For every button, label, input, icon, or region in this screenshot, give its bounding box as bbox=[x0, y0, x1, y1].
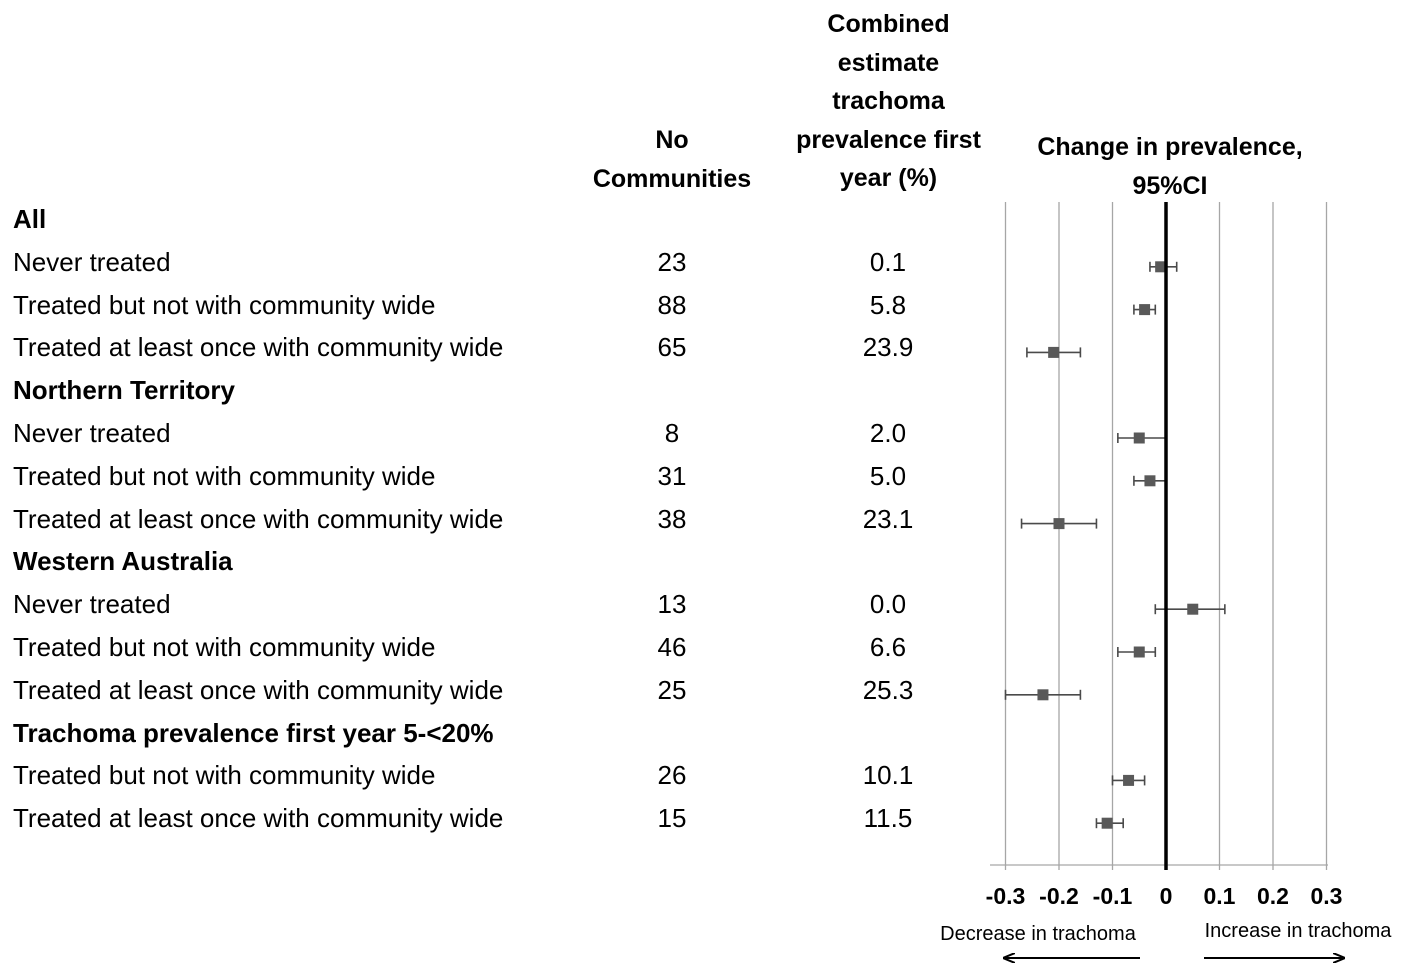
decrease-annotation: Decrease in trachoma bbox=[940, 923, 1137, 945]
communities-count: 25 bbox=[657, 674, 687, 705]
header-change-in-prevalence: Change in prevalence, 95%CI bbox=[1020, 128, 1320, 205]
row-label: Never treated bbox=[13, 246, 171, 277]
group-header: Northern Territory bbox=[13, 375, 235, 406]
point-estimate bbox=[1187, 603, 1199, 615]
communities-count: 31 bbox=[657, 460, 687, 491]
point-estimate bbox=[1155, 261, 1167, 273]
point-estimate bbox=[1139, 304, 1151, 316]
plot-grid bbox=[1004, 202, 1328, 865]
communities-count: 23 bbox=[657, 246, 687, 277]
header-change-line1: Change in prevalence, bbox=[1037, 133, 1303, 161]
point-estimate bbox=[1133, 646, 1145, 658]
point-estimate bbox=[1048, 346, 1060, 358]
prevalence-value: 23.9 bbox=[862, 332, 914, 363]
row-label: Treated at least once with community wid… bbox=[13, 674, 504, 705]
group-header: Trachoma prevalence first year 5-<20% bbox=[13, 717, 494, 748]
row-label: Never treated bbox=[13, 418, 171, 448]
header-no-communities-line2: Communities bbox=[592, 164, 752, 193]
communities-count: 8 bbox=[664, 418, 680, 448]
row-label: Treated at least once with community wid… bbox=[13, 803, 504, 834]
row-label: Never treated bbox=[13, 589, 171, 620]
row-label: Treated but not with community wide bbox=[13, 289, 436, 320]
increase-annotation: Increase in trachoma bbox=[1205, 920, 1393, 942]
tick-label: 0.2 bbox=[1257, 883, 1289, 909]
prevalence-value: 0.0 bbox=[869, 589, 907, 620]
group-header: All bbox=[13, 204, 47, 234]
communities-count: 88 bbox=[657, 289, 687, 320]
tick-label: -0.1 bbox=[1093, 883, 1133, 909]
prevalence-value: 10.1 bbox=[862, 760, 914, 791]
header-combined-line3: trachoma bbox=[832, 87, 945, 115]
prevalence-value: 11.5 bbox=[863, 803, 913, 834]
prevalence-value: 0.1 bbox=[869, 246, 907, 277]
row-label: Treated but not with community wide bbox=[13, 460, 436, 491]
communities-count: 65 bbox=[657, 332, 687, 363]
tick-label: 0.3 bbox=[1311, 883, 1343, 909]
communities-count: 13 bbox=[657, 589, 687, 620]
prevalence-value: 5.8 bbox=[869, 289, 907, 320]
header-combined-line1: Combined bbox=[827, 10, 950, 38]
tick-label: -0.3 bbox=[986, 883, 1026, 909]
header-combined-line5: year (%) bbox=[839, 164, 938, 192]
prevalence-value: 2.0 bbox=[869, 418, 907, 448]
prevalence-value: 23.1 bbox=[862, 503, 914, 534]
tick-label: 0 bbox=[1160, 883, 1173, 909]
header-change-line2: 95%CI bbox=[1132, 171, 1208, 200]
communities-count: 26 bbox=[657, 760, 687, 791]
header-no-communities: No Communities bbox=[572, 121, 772, 198]
row-label: Treated but not with community wide bbox=[13, 760, 436, 791]
point-estimate bbox=[1053, 518, 1065, 530]
communities-count: 46 bbox=[657, 632, 687, 662]
communities-count: 15 bbox=[657, 803, 687, 834]
tick-label: 0.1 bbox=[1204, 883, 1236, 909]
communities-count: 38 bbox=[657, 503, 687, 534]
header-no-communities-line1: No bbox=[655, 126, 689, 154]
row-label: Treated but not with community wide bbox=[13, 632, 436, 662]
point-estimate bbox=[1123, 774, 1135, 786]
point-estimate bbox=[1037, 689, 1049, 701]
tick-label: -0.2 bbox=[1039, 883, 1079, 909]
plot-axis: -0.3 -0.2 -0.1 0 0.1 0.2 0.3 bbox=[986, 202, 1343, 909]
prevalence-value: 5.0 bbox=[869, 460, 907, 491]
header-combined-line4: prevalence first bbox=[796, 125, 981, 154]
group-header: Western Australia bbox=[13, 546, 233, 577]
point-estimate bbox=[1101, 817, 1113, 829]
plot-marks bbox=[1004, 261, 1226, 829]
prevalence-value: 25.3 bbox=[862, 674, 914, 705]
point-estimate bbox=[1144, 475, 1156, 487]
row-label: Treated at least once with community wid… bbox=[13, 503, 504, 534]
header-combined-estimate: Combined estimate trachoma prevalence fi… bbox=[776, 5, 1001, 198]
prevalence-value: 6.6 bbox=[869, 632, 907, 662]
point-estimate bbox=[1133, 432, 1145, 444]
row-label: Treated at least once with community wid… bbox=[13, 332, 504, 363]
header-combined-line2: estimate bbox=[837, 48, 940, 77]
